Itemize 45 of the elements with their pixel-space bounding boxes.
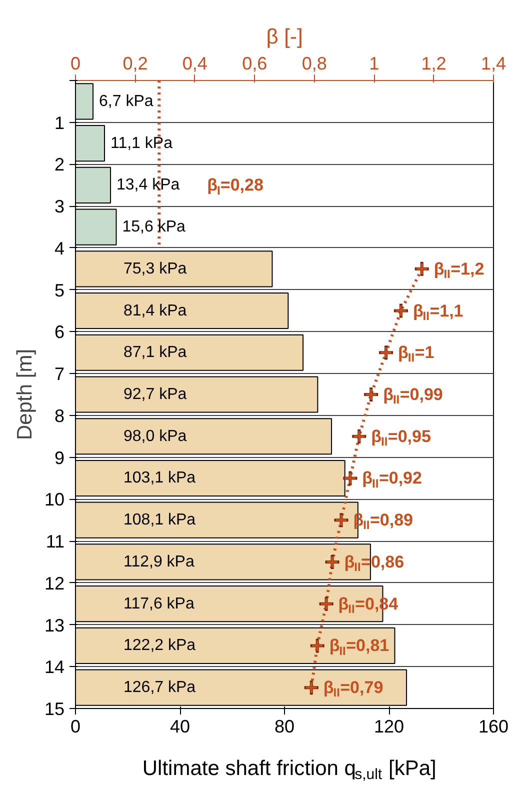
y-tick-label: 11 xyxy=(46,532,64,552)
x2-axis-title: β [-] xyxy=(266,26,303,48)
x-tick-label: 120 xyxy=(374,716,404,736)
y-tick-label: 3 xyxy=(54,196,65,217)
data-label: 117,6 kPa xyxy=(124,595,194,612)
x-tick-label: 80 xyxy=(274,716,295,736)
data-label: 92,7 kPa xyxy=(124,386,187,403)
data-label: 15,6 kPa xyxy=(122,218,186,236)
data-label: 98,0 kPa xyxy=(124,428,187,445)
data-label: 108,1 kPa xyxy=(124,512,196,529)
x2-tick-label: 0,6 xyxy=(242,54,268,74)
x2-tick-label: 1 xyxy=(369,54,380,74)
x-tick-label: 160 xyxy=(478,716,509,736)
y-tick-label: 9 xyxy=(54,448,65,468)
x2-tick-label: 0,2 xyxy=(122,54,148,74)
y-tick-label: 6 xyxy=(54,322,65,342)
data-label: 81,4 kPa xyxy=(124,302,187,320)
y-tick-label: 2 xyxy=(54,154,65,175)
y-tick-label: 12 xyxy=(44,573,65,594)
y-axis-title: Depth [m] xyxy=(13,348,36,440)
data-label: 112,9 kPa xyxy=(124,553,194,570)
data-label: 13,4 kPa xyxy=(116,176,180,194)
x2-tick-label: 1,4 xyxy=(480,54,506,74)
y-tick-label: 15 xyxy=(44,699,65,719)
y-tick-label: 8 xyxy=(54,406,65,426)
x-tick-label: 0 xyxy=(70,716,81,736)
x2-tick-label: 0 xyxy=(70,54,81,74)
x-tick-label: 40 xyxy=(170,716,190,736)
y-tick-label: 10 xyxy=(44,490,65,510)
y-tick-label: 7 xyxy=(54,364,65,384)
y-tick-label: 13 xyxy=(44,615,65,636)
data-label: 75,3 kPa xyxy=(124,260,187,278)
y-tick-label: 5 xyxy=(54,280,65,300)
x2-tick-label: 1,2 xyxy=(421,54,446,74)
data-label: 87,1 kPa xyxy=(124,344,187,362)
y-tick-label: 1 xyxy=(54,112,65,133)
data-label: 6,7 kPa xyxy=(99,92,154,110)
x2-tick-label: 0,4 xyxy=(182,54,208,74)
y-tick-label: 4 xyxy=(54,238,65,258)
y-tick-label: 14 xyxy=(44,657,65,678)
data-label: 103,1 kPa xyxy=(124,470,196,487)
x2-tick-label: 0,8 xyxy=(302,54,327,74)
data-label: 126,7 kPa xyxy=(124,679,196,696)
data-label: 11,1 kPa xyxy=(110,134,173,152)
data-label: 122,2 kPa xyxy=(124,637,196,654)
